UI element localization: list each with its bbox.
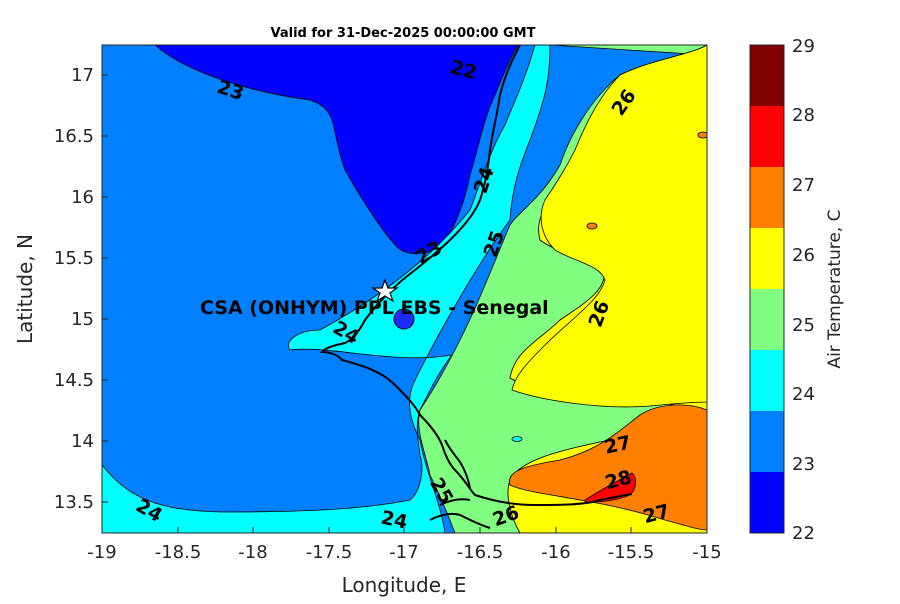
colorbar-tick-label: 26: [792, 245, 815, 266]
coastline: [319, 45, 633, 529]
colorbar-swatch: [750, 350, 784, 411]
x-tick-label: -16.5: [457, 542, 504, 563]
x-tick-label: -18: [238, 542, 267, 563]
warm-spot-east: [697, 131, 707, 139]
y-tick-label: 15: [71, 309, 94, 330]
y-tick-label: 17: [71, 65, 94, 86]
colorbar: 22 23 24 25 26 27 28 29 Air Temperature,…: [749, 36, 845, 544]
band-22-23-north: [154, 45, 519, 255]
cool-spot: [511, 436, 523, 442]
colorbar-tick-label: 25: [792, 315, 815, 336]
contour-label: 27: [603, 432, 633, 459]
x-axis-label: Longitude, E: [342, 573, 467, 597]
warm-spot: [586, 222, 598, 230]
colorbar-swatch: [750, 411, 784, 472]
colorbar-swatch: [750, 228, 784, 289]
x-tick-label: -15.5: [608, 542, 655, 563]
colorbar-tick-label: 23: [792, 454, 815, 475]
band-26-27-east: [511, 45, 707, 408]
colorbar-swatch: [750, 45, 784, 106]
x-tick-label: -15: [692, 542, 721, 563]
chart-title: Valid for 31-Dec-2025 00:00:00 GMT: [271, 26, 536, 41]
band-27-28: [509, 404, 707, 531]
colorbar-tick-label: 24: [792, 384, 815, 405]
colorbar-tick-label: 22: [792, 523, 815, 544]
y-tick-label: 15.5: [54, 248, 94, 269]
x-tick-label: -16: [541, 542, 570, 563]
x-tick-label: -17: [389, 542, 418, 563]
y-tick-label: 14.5: [54, 370, 94, 391]
x-tick-label: -18.5: [155, 542, 202, 563]
colorbar-swatch: [750, 167, 784, 228]
contour-fills: [102, 45, 707, 533]
band-24-25: [102, 45, 551, 533]
x-tick-label: -17.5: [306, 542, 353, 563]
y-tick-label: 16: [71, 187, 94, 208]
star-icon: [371, 278, 399, 303]
x-tick-label: -19: [87, 542, 116, 563]
colorbar-label: Air Temperature, C: [825, 209, 845, 368]
site-dot: [393, 308, 415, 330]
colorbar-swatch: [750, 289, 784, 350]
y-axis-label: Latitude, N: [13, 234, 37, 344]
colorbar-tick-label: 29: [792, 36, 815, 57]
colorbar-tick-label: 27: [792, 175, 815, 196]
colorbar-swatch: [750, 106, 784, 167]
x-axis: -19 -18.5 -18 -17.5 -17 -16.5 -16 -15.5 …: [87, 527, 722, 597]
y-axis: 13.5 14 14.5 15 15.5 16 16.5 17 Latitude…: [13, 65, 108, 513]
y-tick-label: 16.5: [54, 126, 94, 147]
colorbar-swatch: [750, 472, 784, 533]
y-tick-label: 14: [71, 431, 94, 452]
site-marker: CSA (ONHYM) PPL EBS - Senegal: [200, 278, 549, 330]
site-label: CSA (ONHYM) PPL EBS - Senegal: [200, 297, 549, 319]
y-tick-label: 13.5: [54, 492, 94, 513]
colorbar-tick-label: 28: [792, 105, 815, 126]
colorbar-frame: [749, 44, 785, 534]
